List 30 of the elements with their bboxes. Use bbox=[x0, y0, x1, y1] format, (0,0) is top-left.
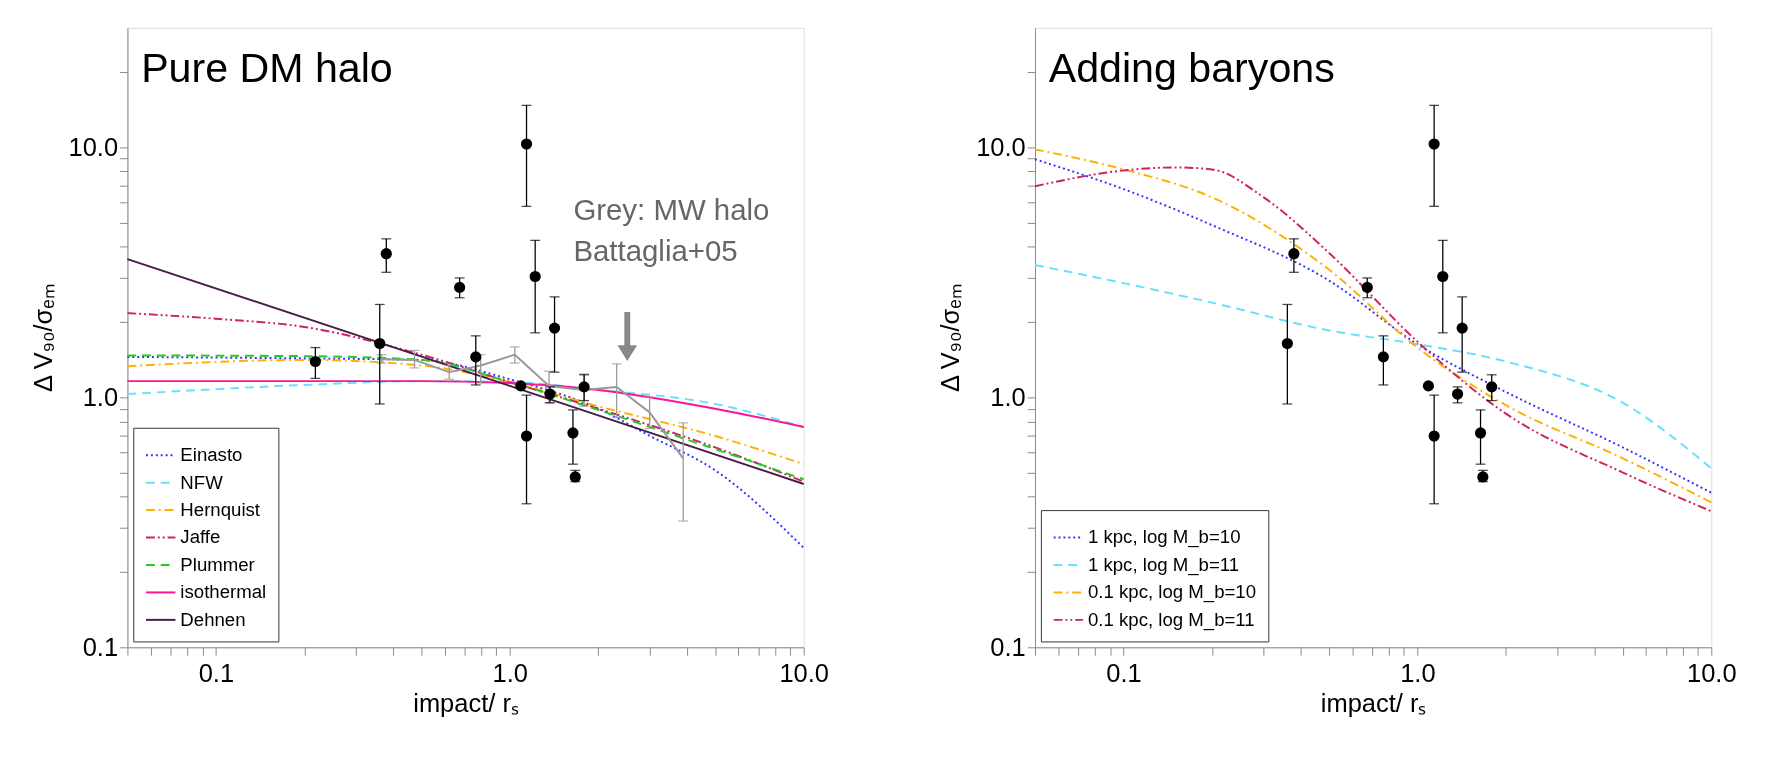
chart-title: Adding baryons bbox=[1048, 44, 1335, 91]
y-tick-label: 0.1 bbox=[82, 632, 119, 661]
x-tick-label: 10.0 bbox=[779, 659, 829, 688]
x-axis-title: impact/ rₛ bbox=[1320, 688, 1427, 717]
x-axis-title: impact/ rₛ bbox=[413, 688, 519, 717]
annotation: Grey: MW halo Battaglia+05 bbox=[573, 192, 770, 268]
x-tick-label: 0.1 bbox=[198, 659, 235, 688]
y-axis-title: Δ V₉₀/σₑₘ bbox=[936, 284, 965, 392]
y-tick-label: 0.1 bbox=[990, 632, 1026, 661]
legend-label: NFW bbox=[180, 471, 224, 493]
legend-label: Plummer bbox=[180, 553, 255, 575]
legend-label: 0.1 kpc, log M_b=10 bbox=[1087, 581, 1257, 604]
x-tick-label: 0.1 bbox=[1106, 659, 1142, 688]
y-tick-label: 10.0 bbox=[976, 132, 1026, 161]
x-tick-label: 1.0 bbox=[492, 659, 528, 688]
legend-label: 0.1 kpc, log M_b=11 bbox=[1087, 608, 1255, 631]
legend-label: Einasto bbox=[180, 444, 243, 466]
y-tick-label: 1.0 bbox=[990, 382, 1026, 411]
legend-label: Jaffe bbox=[180, 526, 221, 548]
y-tick-label: 1.0 bbox=[82, 382, 119, 411]
y-tick-label: 10.0 bbox=[68, 132, 119, 161]
legend-label: 1 kpc, log M_b=11 bbox=[1087, 553, 1240, 576]
legend-label: Hernquist bbox=[180, 498, 261, 520]
legend-label: 1 kpc, log M_b=10 bbox=[1087, 526, 1241, 549]
chart-title: Pure DM halo bbox=[141, 44, 393, 91]
legend-label: Dehnen bbox=[180, 608, 246, 630]
x-tick-label: 1.0 bbox=[1400, 659, 1436, 688]
legend-label: isothermal bbox=[180, 581, 267, 603]
y-axis-title: Δ V₉₀/σₑₘ bbox=[28, 284, 57, 392]
x-tick-label: 10.0 bbox=[1687, 659, 1737, 688]
